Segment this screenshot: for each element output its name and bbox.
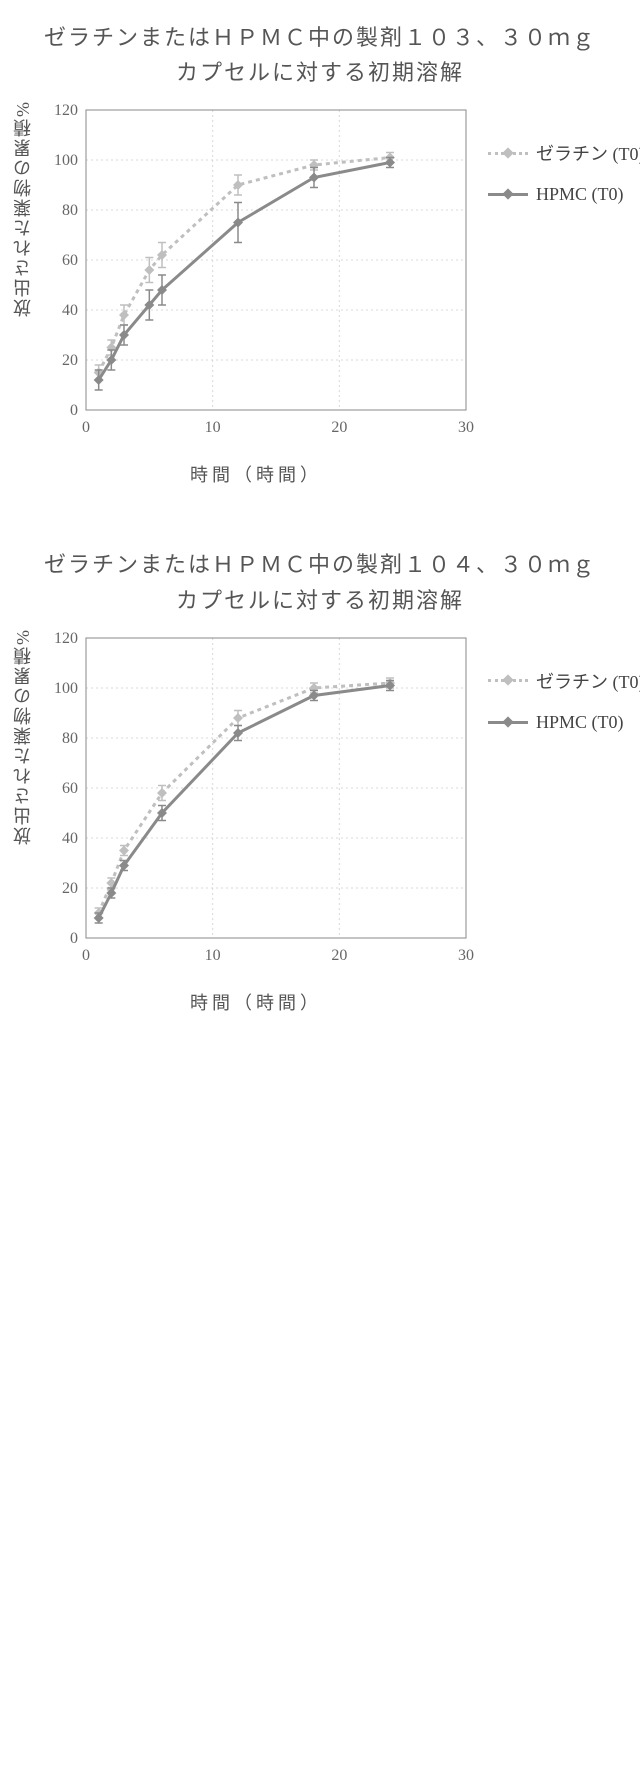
series-line <box>99 158 390 373</box>
series-line <box>99 685 390 918</box>
series-line <box>99 683 390 913</box>
legend-item: ゼラチン (T0) <box>488 140 640 166</box>
legend-label: HPMC (T0) <box>536 712 624 733</box>
chart-title: ゼラチンまたはＨＰＭＣ中の製剤１０３、３０ｍｇカプセルに対する初期溶解 <box>10 20 630 90</box>
y-tick-label: 80 <box>62 202 78 219</box>
x-tick-label: 10 <box>205 419 221 436</box>
y-tick-label: 120 <box>54 630 78 647</box>
chart-svg: 0 20 40 60 80 100 120 0 10 20 30 <box>36 628 476 978</box>
x-tick-label: 20 <box>331 947 347 964</box>
x-tick-label: 30 <box>458 419 474 436</box>
legend-label: ゼラチン (T0) <box>536 668 640 694</box>
data-marker <box>144 265 154 275</box>
chart-block: ゼラチンまたはＨＰＭＣ中の製剤１０４、３０ｍｇカプセルに対する初期溶解放出された… <box>10 547 630 1014</box>
y-tick-label: 80 <box>62 730 78 747</box>
legend-label: ゼラチン (T0) <box>536 140 640 166</box>
y-tick-label: 0 <box>70 402 78 419</box>
chart-title-line2: カプセルに対する初期溶解 <box>10 583 630 618</box>
data-marker <box>233 713 243 723</box>
x-axis-label: 時間（時間） <box>36 461 476 487</box>
legend-marker-icon <box>502 189 513 200</box>
legend-marker-icon <box>502 675 513 686</box>
chart-title-line1: ゼラチンまたはＨＰＭＣ中の製剤１０３、３０ｍｇ <box>10 20 630 55</box>
legend-marker-icon <box>502 716 513 727</box>
y-tick-label: 120 <box>54 102 78 119</box>
y-tick-label: 100 <box>54 680 78 697</box>
chart-block: ゼラチンまたはＨＰＭＣ中の製剤１０３、３０ｍｇカプセルに対する初期溶解放出された… <box>10 20 630 487</box>
legend-line-icon <box>488 679 528 682</box>
legend-label: HPMC (T0) <box>536 184 624 205</box>
y-tick-label: 0 <box>70 930 78 947</box>
chart-title: ゼラチンまたはＨＰＭＣ中の製剤１０４、３０ｍｇカプセルに対する初期溶解 <box>10 547 630 617</box>
y-axis-label: 放出された薬物の累積% <box>10 100 36 397</box>
y-tick-label: 60 <box>62 252 78 269</box>
x-tick-label: 30 <box>458 947 474 964</box>
x-axis-label: 時間（時間） <box>36 989 476 1015</box>
y-tick-label: 40 <box>62 302 78 319</box>
data-marker <box>309 690 319 700</box>
y-tick-label: 60 <box>62 780 78 797</box>
legend-item: HPMC (T0) <box>488 184 640 205</box>
x-tick-label: 20 <box>331 419 347 436</box>
chart-title-line2: カプセルに対する初期溶解 <box>10 55 630 90</box>
legend: ゼラチン (T0) HPMC (T0) <box>476 628 640 733</box>
legend-line-icon <box>488 152 528 155</box>
chart-svg: 0 20 40 60 80 100 120 0 10 20 30 <box>36 100 476 450</box>
x-tick-label: 10 <box>205 947 221 964</box>
legend-line-icon <box>488 721 528 724</box>
y-tick-label: 20 <box>62 352 78 369</box>
legend-item: HPMC (T0) <box>488 712 640 733</box>
legend-item: ゼラチン (T0) <box>488 668 640 694</box>
legend-marker-icon <box>502 147 513 158</box>
y-tick-label: 40 <box>62 830 78 847</box>
legend-line-icon <box>488 193 528 196</box>
legend: ゼラチン (T0) HPMC (T0) <box>476 100 640 205</box>
plot-area: 0 20 40 60 80 100 120 0 10 20 30 時間（時間） <box>36 100 476 487</box>
x-tick-label: 0 <box>82 419 90 436</box>
series-line <box>99 163 390 381</box>
x-tick-label: 0 <box>82 947 90 964</box>
y-axis-label: 放出された薬物の累積% <box>10 628 36 925</box>
y-tick-label: 20 <box>62 880 78 897</box>
y-tick-label: 100 <box>54 152 78 169</box>
chart-title-line1: ゼラチンまたはＨＰＭＣ中の製剤１０４、３０ｍｇ <box>10 547 630 582</box>
plot-area: 0 20 40 60 80 100 120 0 10 20 30 時間（時間） <box>36 628 476 1015</box>
